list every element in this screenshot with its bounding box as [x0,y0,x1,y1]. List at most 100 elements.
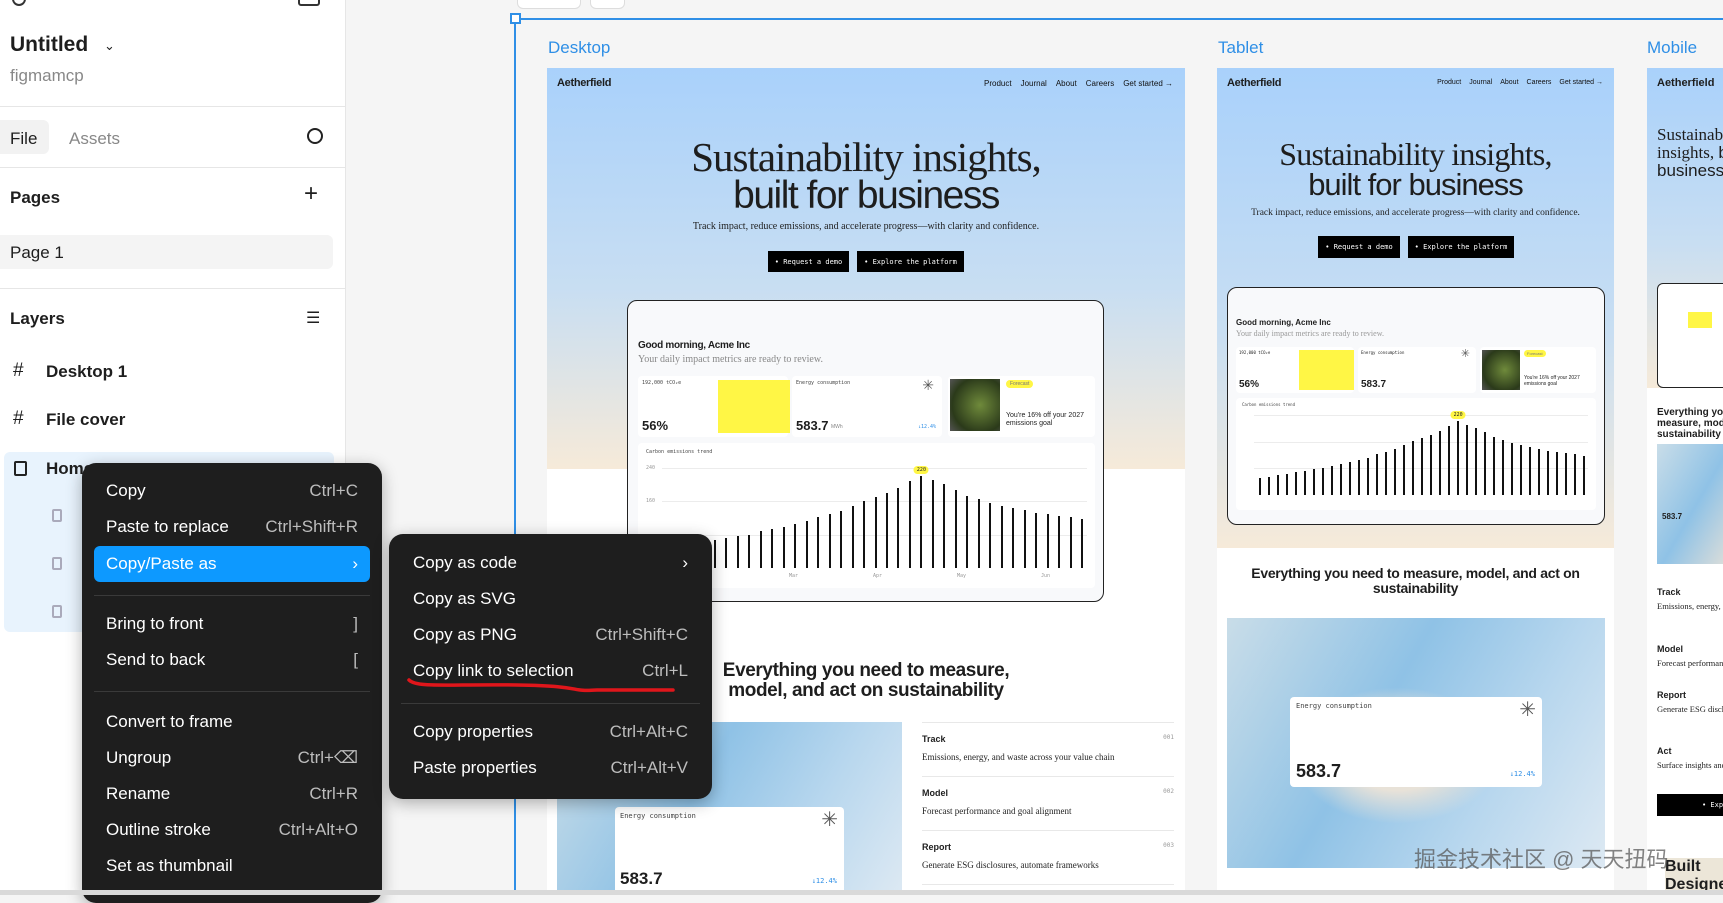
greeting: Good morning, Acme Inc [638,340,750,351]
nav-product[interactable]: Product [984,79,1012,88]
mobile-explore-button[interactable]: • Explore [1657,794,1723,816]
toolbar-button[interactable] [590,0,625,9]
chart-bar [851,505,854,568]
figma-logo-icon[interactable] [12,0,26,6]
menu-item-copy[interactable]: Copy Ctrl+C [106,481,358,500]
grid-line [1254,415,1588,416]
chart-bar [1484,432,1487,495]
menu-item-ungroup[interactable]: Ungroup Ctrl+⌫ [106,748,358,767]
tab-assets[interactable]: Assets [69,129,121,148]
selection-outline-left [514,18,516,895]
metric-value: 583.7 [1361,379,1387,390]
emissions-chart-card: Carbon emissions trend 220 [1236,398,1596,510]
request-demo-button[interactable]: • Request a demo [1318,236,1400,258]
mobile-frame[interactable]: Aetherfield Sustainability insights, bui… [1647,68,1723,895]
frame-label-tablet[interactable]: Tablet [1218,38,1264,57]
chart-bar [897,487,900,568]
metric-label: 192,000 tCO₂e [1239,350,1271,355]
nav-product[interactable]: Product [1437,79,1462,86]
submenu-copy-as-png[interactable]: Copy as PNG Ctrl+Shift+C [413,625,688,644]
chart-bar [794,524,797,568]
feature-desc: Generate ESG disclosures, automate frame… [922,860,1099,870]
submenu-copy-link-to-selection[interactable]: Copy link to selection Ctrl+L [413,661,688,680]
frame-label-desktop[interactable]: Desktop [548,38,611,57]
nav-about[interactable]: About [1500,79,1519,86]
explore-platform-button[interactable]: • Explore the platform [1408,236,1514,258]
chart-bar [1046,514,1049,568]
menu-item-set-as-thumbnail[interactable]: Set as thumbnail [106,856,233,875]
toolbar-button[interactable] [517,0,581,9]
tab-file[interactable]: File [0,120,49,154]
submenu-copy-as-code[interactable]: Copy as code › [413,553,688,572]
chart-bar [1081,518,1084,568]
chevron-down-icon[interactable]: ⌄ [104,38,115,53]
copy-paste-as-submenu: Copy as code › Copy as SVG Copy as PNG Ctr… [389,534,712,799]
layer-home[interactable]: Home [46,459,94,478]
feature-title: Model [922,788,948,798]
frame-label-mobile[interactable]: Mobile [1647,38,1698,57]
layer-file-cover[interactable]: File cover [46,410,126,429]
collapse-layers-icon[interactable]: ☰ [306,310,321,327]
hero-subtitle: Track impact, reduce emissions, and acce… [692,221,1040,232]
nav-careers[interactable]: Careers [1085,79,1115,88]
tablet-frame[interactable]: Aetherfield Product Journal About Careers Ge… [1217,68,1614,895]
menu-item-convert-to-frame[interactable]: Convert to frame [106,712,233,731]
menu-item-copy-paste-as[interactable]: Copy/Paste as › [94,546,370,582]
feature-desc: Generate ESG disclosures, automate frame… [1657,704,1723,714]
nav-careers[interactable]: Careers [1526,79,1552,86]
forecast-text: You're 16% off your 2027 emissions goal [1524,375,1580,387]
add-page-icon[interactable]: + [304,180,319,207]
submenu-paste-properties[interactable]: Paste properties Ctrl+Alt+V [413,758,688,777]
panel-toggle-icon[interactable] [298,0,320,6]
submenu-copy-as-svg[interactable]: Copy as SVG [413,589,516,608]
metric-label: 192,000 tCO₂e [642,380,682,386]
nav-journal[interactable]: Journal [1469,79,1493,86]
chart-bar [1303,471,1306,495]
month-mar: Mar [789,573,799,579]
chart-bar [1556,452,1559,495]
month-jun: Jun [1041,573,1051,579]
metric-label: Energy consumption [1361,350,1405,355]
search-icon[interactable] [307,128,323,144]
menu-item-outline-stroke[interactable]: Outline stroke Ctrl+Alt+O [106,820,358,839]
emissions-chart-card: Carbon emissions trend 240 160 220 Mar A… [638,443,1095,588]
chart-bar [943,484,946,568]
chart-bar [874,497,877,568]
context-menu: Copy Ctrl+C Paste to replace Ctrl+Shift+R … [82,463,382,903]
menu-item-send-to-back[interactable]: Send to back[ [106,650,358,669]
energy-card-value: 583.7 [1662,512,1683,521]
menu-item-bring-to-front[interactable]: Bring to front] [106,614,358,633]
menu-item-paste-to-replace[interactable]: Paste to replace Ctrl+Shift+R [106,517,358,536]
peak-label: 220 [1450,411,1466,420]
chart-bar [908,481,911,568]
sparkle-icon: ✳ [1460,348,1470,360]
chart-bar [989,503,992,568]
feature-desc: Forecast performance and goal alignment [1657,658,1723,668]
desktop-frame[interactable]: Aetherfield Product Journal About Careers Ge… [547,68,1185,895]
nav-about[interactable]: About [1055,79,1077,88]
request-demo-button[interactable]: • Request a demo [768,251,849,272]
energy-value: 583.7 [1296,761,1342,781]
page-item[interactable]: Page 1 [0,235,333,269]
file-title[interactable]: Untitled [10,33,89,56]
chart-bar [1565,453,1568,495]
chart-bar [1348,462,1351,495]
nav-get-started[interactable]: Get started → [1559,79,1603,86]
submenu-copy-properties[interactable]: Copy properties Ctrl+Alt+C [413,722,688,741]
chart-bar [1457,421,1460,495]
tick-240: 240 [646,465,656,471]
chart-bar [736,535,739,568]
explore-platform-button[interactable]: • Explore the platform [857,251,964,272]
metric-card-emissions: 192,000 tCO₂e 56% [638,376,790,437]
layer-desktop-1[interactable]: Desktop 1 [46,362,128,381]
selection-handle[interactable] [510,13,521,24]
metric-value: 56% [1239,379,1260,390]
menu-item-rename[interactable]: Rename Ctrl+R [106,784,358,803]
nav-journal[interactable]: Journal [1020,79,1047,88]
energy-card: Energy consumption ✳ 583.7 ↓12.4% [615,807,844,895]
forecast-badge: Forecast [1006,380,1034,388]
chart-bar [1294,472,1297,495]
nav-get-started[interactable]: Get started → [1123,79,1173,88]
feature-desc: Emissions, energy, and waste across your… [922,752,1115,762]
feature-desc: Forecast performance and goal alignment [922,806,1072,816]
